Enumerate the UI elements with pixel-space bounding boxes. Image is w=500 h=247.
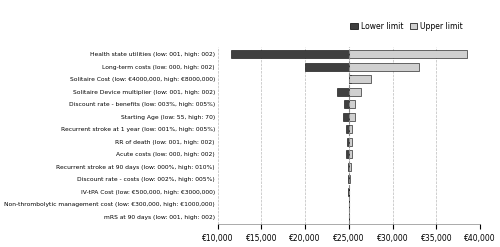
- Bar: [349, 150, 352, 158]
- Bar: [349, 113, 356, 121]
- Bar: [348, 175, 349, 183]
- Bar: [349, 50, 467, 59]
- Bar: [349, 175, 350, 183]
- Bar: [349, 188, 350, 196]
- Bar: [349, 88, 361, 96]
- Bar: [349, 125, 352, 133]
- Bar: [349, 138, 352, 146]
- Bar: [338, 88, 349, 96]
- Bar: [349, 163, 350, 171]
- Bar: [346, 138, 349, 146]
- Bar: [349, 100, 354, 108]
- Legend: Lower limit, Upper limit: Lower limit, Upper limit: [347, 19, 466, 34]
- Bar: [344, 100, 349, 108]
- Bar: [231, 50, 349, 59]
- Bar: [346, 125, 349, 133]
- Bar: [349, 75, 350, 83]
- Bar: [349, 75, 370, 83]
- Bar: [348, 163, 349, 171]
- Bar: [346, 150, 349, 158]
- Bar: [349, 63, 419, 71]
- Bar: [348, 188, 349, 196]
- Bar: [305, 63, 349, 71]
- Bar: [343, 113, 349, 121]
